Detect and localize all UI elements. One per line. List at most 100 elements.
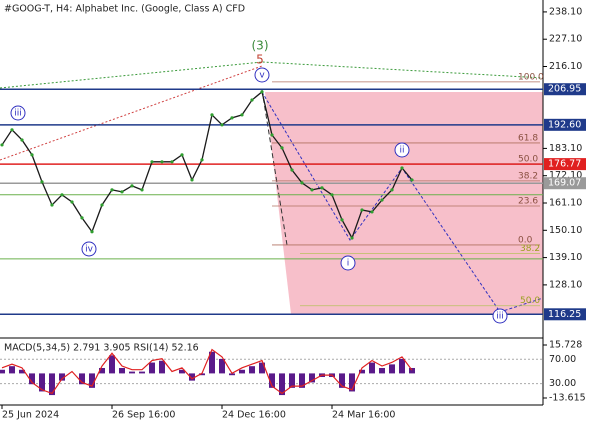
y-tick-label: 172.10 (549, 170, 582, 181)
x-tick-label: 24 Mar 16:00 (332, 410, 395, 421)
wave-circle (254, 67, 270, 83)
y-tick-label: 139.10 (549, 252, 582, 263)
level-label: 192.60 (548, 119, 581, 130)
macd-bar (79, 373, 85, 385)
fib-label: 0.0 (518, 235, 533, 245)
macd-bar (149, 362, 155, 374)
x-tick-label: 24 Dec 16:00 (222, 410, 286, 421)
macd-bar (109, 355, 115, 374)
x-tick-label: 25 Jun 2024 (2, 410, 59, 421)
macd-bar (309, 373, 315, 383)
macd-bar (29, 373, 35, 385)
price-point (340, 218, 344, 222)
price-point (280, 146, 284, 150)
price-point (160, 160, 164, 164)
macd-bar (219, 358, 225, 374)
wave-label: i (347, 259, 350, 269)
macd-bar (179, 369, 185, 374)
price-point (190, 178, 194, 182)
macd-bar (359, 369, 365, 374)
price-point (250, 98, 254, 102)
wave-circle (10, 105, 26, 121)
macd-bar (39, 373, 45, 392)
macd-bar (129, 371, 135, 374)
price-point (370, 210, 374, 214)
y-tick-label: 227.10 (549, 34, 582, 45)
price-point (60, 193, 64, 197)
macd-bar (59, 373, 65, 381)
wave-circle (340, 255, 356, 271)
macd-bar (379, 367, 385, 374)
fib-label: 38.2 (520, 244, 540, 254)
macd-bar (239, 369, 245, 374)
level-box (544, 118, 586, 131)
macd-bar (229, 373, 235, 376)
macd-bar (49, 373, 55, 396)
y2-tick-label: 30.00 (549, 378, 576, 389)
level-box (544, 177, 586, 190)
price-point (400, 166, 404, 170)
level-box (544, 158, 586, 171)
y-tick-label: 238.10 (549, 6, 582, 17)
chart-title: #GOOG-T, H4: Alphabet Inc. (Google, Clas… (4, 4, 245, 15)
macd-bar (399, 358, 405, 374)
price-point (310, 188, 314, 192)
indicator-title: MACD(5,34,5) 2.791 3.905 RSI(14) 52.16 (4, 343, 199, 354)
price-point (80, 216, 84, 220)
macd-bar (339, 373, 345, 388)
price-point (220, 123, 224, 127)
macd-bar (249, 366, 255, 374)
price-point (320, 186, 324, 190)
level-label: 169.07 (548, 178, 581, 189)
wave-circle (394, 142, 410, 158)
price-point (360, 208, 364, 212)
price-line (1, 90, 413, 240)
y2-tick-label: 70.00 (549, 354, 576, 365)
rsi-line (1, 348, 413, 395)
macd-bar (369, 362, 375, 374)
level-label: 116.25 (548, 309, 581, 320)
price-point (290, 168, 294, 172)
macd-bar (389, 364, 395, 374)
y-tick-label: 161.10 (549, 197, 582, 208)
wave-label: iii (496, 312, 504, 322)
price-point (120, 190, 124, 194)
wave-circle (492, 308, 508, 324)
price-point (150, 160, 154, 164)
macd-bar (189, 373, 195, 381)
macd-bar (9, 366, 15, 374)
macd-bar (349, 373, 355, 392)
price-point (210, 113, 214, 117)
fib-label: 50.0 (518, 154, 538, 164)
level-label: 206.95 (548, 84, 581, 95)
macd-bar (299, 373, 305, 388)
fib-label: 100.0 (518, 72, 544, 82)
macd-bar (289, 373, 295, 388)
y-tick-label: 216.10 (549, 61, 582, 72)
price-point (180, 153, 184, 157)
wave-label: ii (399, 146, 404, 156)
price-point (270, 133, 274, 137)
wave-label: iv (85, 245, 94, 255)
macd-bar (119, 367, 125, 374)
price-point (30, 153, 34, 157)
trend-line (261, 89, 288, 246)
wave-label: iii (14, 109, 22, 119)
price-point (350, 236, 354, 240)
price-point (130, 184, 134, 188)
price-point (20, 138, 24, 142)
wave-circle (81, 241, 97, 257)
price-point (170, 160, 174, 164)
level-box (544, 83, 586, 96)
price-point (330, 193, 334, 197)
price-point (240, 113, 244, 117)
level-label: 176.77 (548, 159, 581, 170)
price-point (70, 200, 74, 204)
price-point (90, 230, 94, 234)
y-tick-label: 150.10 (549, 225, 582, 236)
price-point (200, 158, 204, 162)
macd-bar (259, 362, 265, 374)
macd-bar (99, 367, 105, 374)
price-point (380, 198, 384, 202)
